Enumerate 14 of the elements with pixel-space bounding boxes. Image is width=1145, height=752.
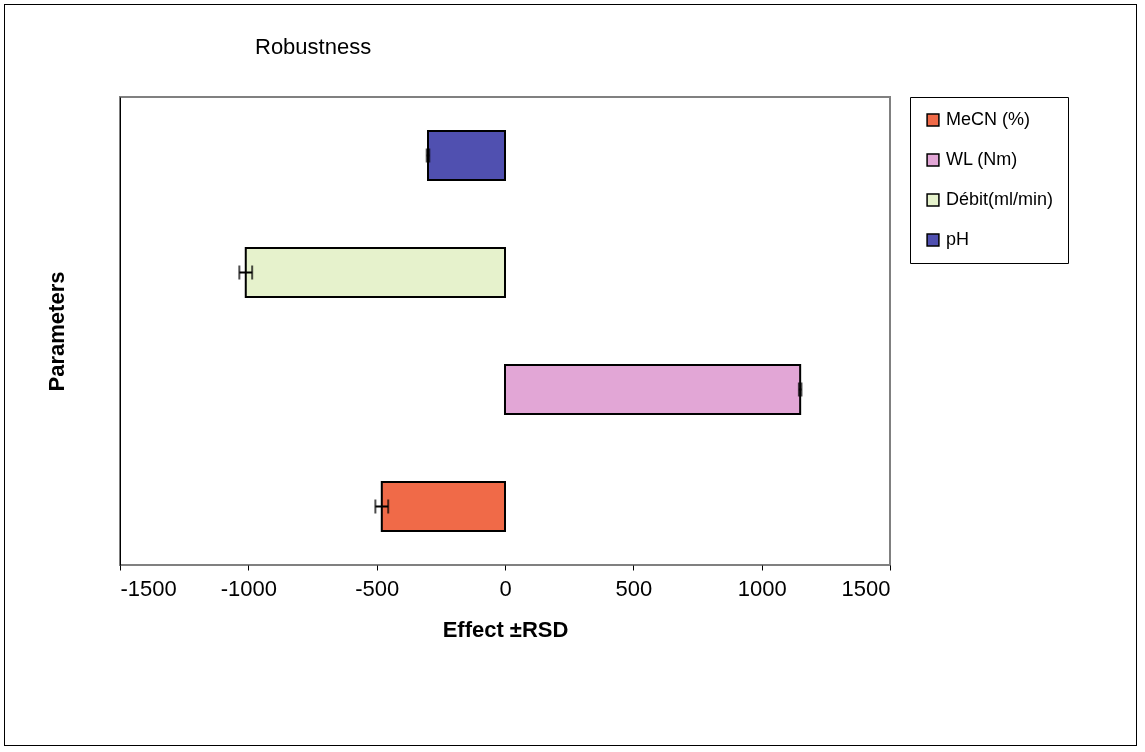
chart-title: Robustness	[255, 33, 372, 59]
x-tick-label: 500	[615, 575, 653, 601]
legend-label: MeCN (%)	[946, 109, 1030, 129]
x-tick-label: -1000	[220, 575, 277, 601]
x-axis-title: Effect ±RSD	[442, 616, 569, 642]
x-tick-label: 0	[499, 575, 512, 601]
x-tick-label: -1500	[120, 575, 177, 601]
legend-label: Débit(ml/min)	[946, 189, 1054, 209]
y-axis-title: Parameters	[43, 271, 69, 392]
x-tick-label: 1000	[737, 575, 787, 601]
legend-label: WL (Nm)	[946, 149, 1018, 169]
x-tick-label: -500	[355, 575, 400, 601]
legend-label: pH	[946, 229, 970, 249]
x-tick-label: 1500	[841, 575, 891, 601]
